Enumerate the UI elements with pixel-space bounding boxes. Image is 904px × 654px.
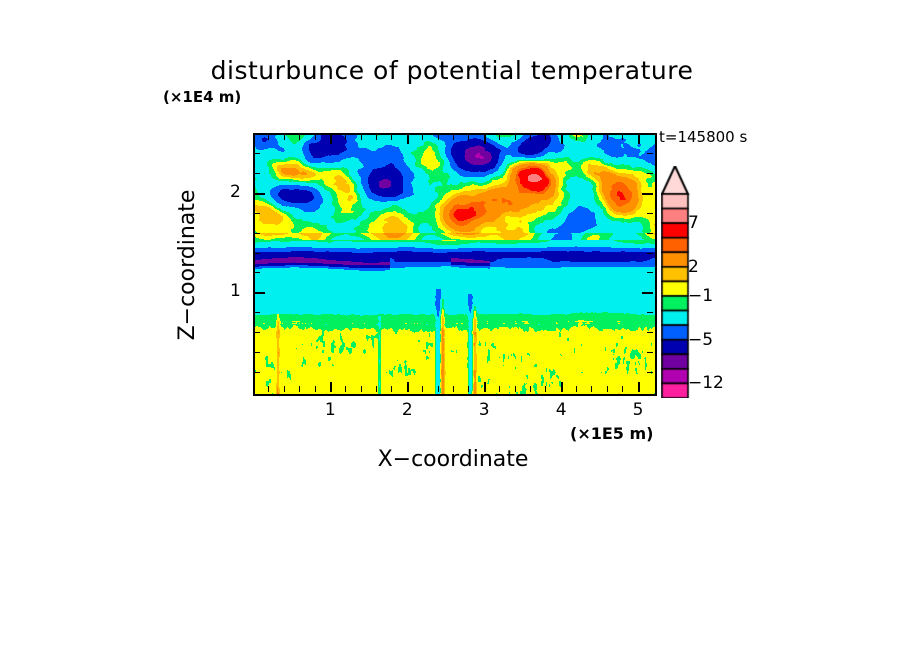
z-axis-unit-label: (×1E4 m) [163,88,242,106]
axis-tick [254,272,260,274]
contour-field [255,135,655,394]
colorbar-tick-label: −1 [688,286,714,306]
axis-tick [545,386,547,392]
axis-tick [254,352,260,354]
axis-tick [560,382,563,392]
x-tick-label: 2 [401,400,413,420]
axis-tick [647,232,653,234]
colorbar [661,166,695,402]
axis-tick [483,382,486,392]
axis-tick [254,212,260,214]
axis-tick [483,134,486,144]
axis-tick [514,134,516,140]
colorbar-tick-label: −12 [688,373,724,394]
axis-tick [254,232,260,234]
axis-tick [376,134,378,140]
x-tick-label: 1 [324,400,336,420]
axis-tick [591,386,593,392]
axis-tick [642,292,653,295]
axis-tick [314,134,316,140]
axis-tick [391,386,393,392]
axis-tick [622,134,624,140]
axis-tick [360,386,362,392]
axis-tick [345,134,347,140]
axis-tick [345,386,347,392]
axis-tick [606,386,608,392]
axis-tick [647,372,653,374]
axis-tick [499,386,501,392]
axis-tick [514,386,516,392]
axis-tick [360,134,362,140]
axis-tick [468,134,470,140]
axis-tick [268,134,270,140]
axis-tick [329,134,332,144]
axis-tick [529,134,531,140]
axis-tick [642,192,653,195]
axis-tick [647,272,653,274]
axis-tick [254,192,265,195]
axis-tick [422,386,424,392]
axis-tick [437,134,439,140]
axis-tick [437,386,439,392]
axis-tick [647,152,653,154]
axis-tick [545,134,547,140]
axis-tick [268,386,270,392]
axis-tick [406,134,409,144]
x-axis-title: X−coordinate [377,447,529,472]
axis-tick [254,172,260,174]
axis-tick [637,382,640,392]
axis-tick [283,134,285,140]
axis-tick [254,252,260,254]
axis-tick [576,134,578,140]
axis-tick [637,134,640,144]
axis-tick [329,382,332,392]
axis-tick [254,152,260,154]
axis-tick [376,386,378,392]
axis-tick [647,352,653,354]
figure-title: disturbunce of potential temperature [210,56,694,85]
axis-tick [647,172,653,174]
axis-tick [606,134,608,140]
axis-tick [591,134,593,140]
axis-tick [254,372,260,374]
y-tick-label: 1 [230,281,241,302]
axis-tick [299,386,301,392]
x-tick-label: 4 [555,400,567,420]
y-tick-label: 2 [230,181,241,202]
colorbar-tick-label: −5 [688,329,714,350]
axis-tick [647,212,653,214]
axis-tick [254,292,265,295]
plot-area [253,133,657,396]
axis-tick [406,382,409,392]
axis-tick [254,332,260,334]
time-annotation: t=145800 s [659,128,748,146]
colorbar-tick-label: 2 [688,256,699,277]
axis-tick [647,312,653,314]
axis-tick [560,134,563,144]
colorbar-swatches [661,166,695,398]
axis-tick [453,134,454,140]
axis-tick [499,134,501,140]
axis-tick [529,386,531,392]
x-tick-label: 5 [632,400,644,420]
axis-tick [422,134,424,140]
axis-tick [622,386,624,392]
axis-tick [299,134,301,140]
axis-tick [576,386,578,392]
axis-tick [391,134,393,140]
axis-tick [647,332,653,334]
axis-tick [468,386,470,392]
y-axis-title: Z−coordinate [175,189,200,341]
x-axis-unit-label: (×1E5 m) [570,424,654,443]
x-tick-label: 3 [478,400,490,420]
axis-tick [647,252,653,254]
axis-tick [453,386,454,392]
colorbar-tick-label: 7 [688,213,699,234]
axis-tick [254,312,260,314]
axis-tick [283,386,285,392]
axis-tick [314,386,316,392]
